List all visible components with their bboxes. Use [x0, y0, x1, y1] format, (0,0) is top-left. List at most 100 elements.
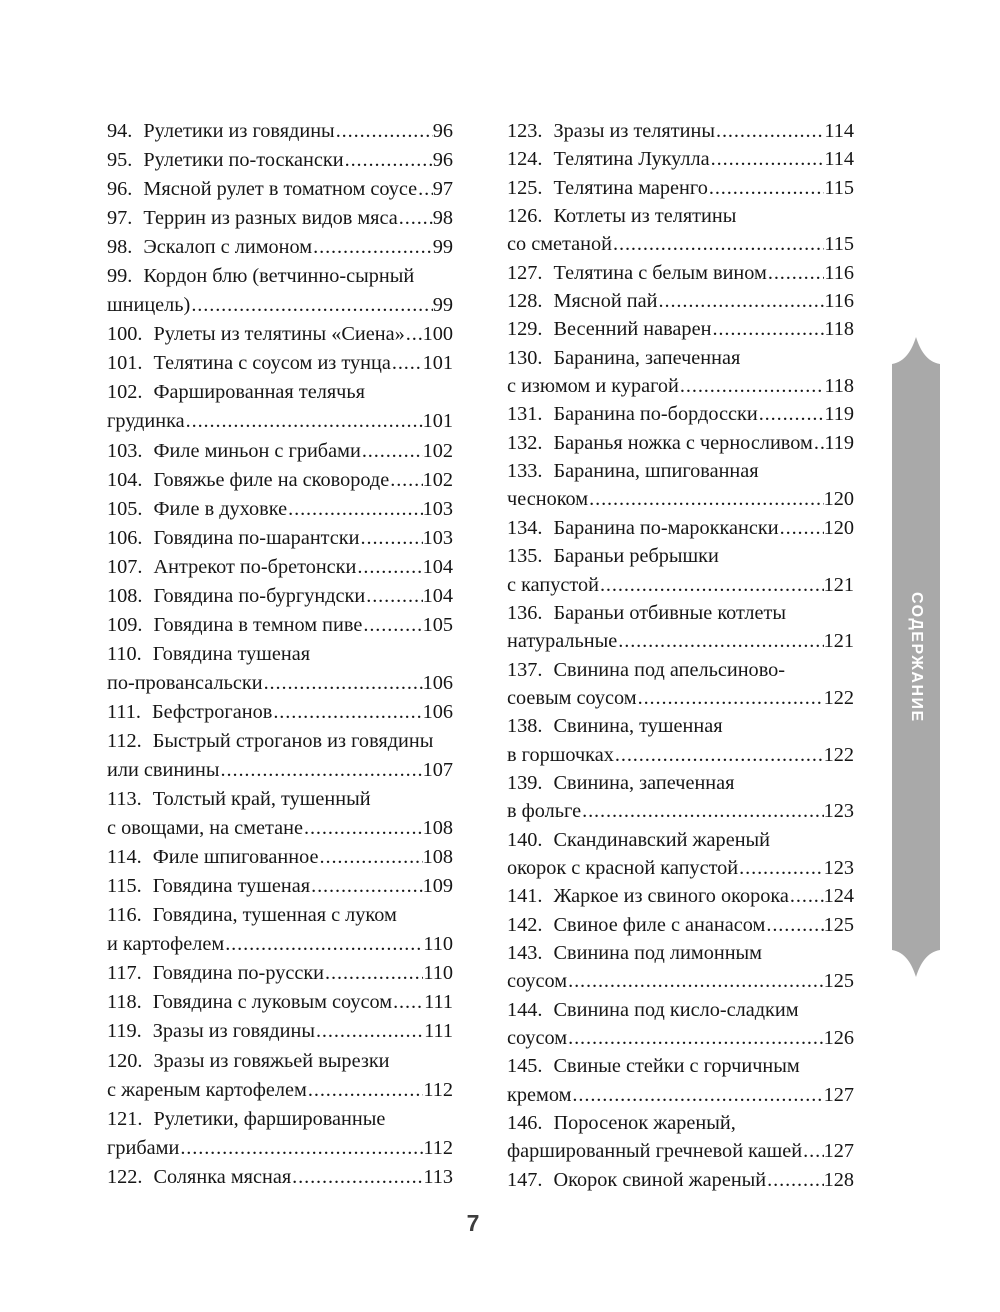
toc-entry: 98. Эскалоп с лимоном 99 [107, 233, 453, 262]
toc-entry: 121. Рулетики, фаршированные грибами 112 [107, 1105, 453, 1163]
toc-entry-line: 103. Филе миньон с грибами 102 [107, 437, 453, 466]
entry-title: Бараньи отбивные котлеты [553, 601, 787, 624]
entry-number: 141. [507, 885, 543, 908]
dot-leader [638, 684, 824, 712]
entry-number: 97. [107, 207, 133, 230]
toc-entry-line: 100. Рулеты из телятины «Сиена» 100 [107, 320, 453, 349]
entry-number: 126. [507, 205, 543, 228]
dot-leader [264, 669, 423, 698]
toc-entry: 112. Быстрый строганов из говядины или сви… [107, 727, 453, 785]
entry-title: Весенний наварен [553, 318, 712, 341]
entry-number: 103. [107, 439, 143, 462]
toc-entry-line: фаршированный гречневой кашей 127 [507, 1137, 854, 1165]
entry-number: 128. [507, 290, 543, 313]
dot-leader [814, 429, 824, 457]
entry-title: Говядина по-русски [152, 962, 325, 985]
toc-entry-line: 120. Зразы из говяжьей вырезки [107, 1047, 453, 1076]
entry-title: Говядина по-шарантски [153, 526, 360, 549]
dot-leader [568, 967, 823, 995]
entry-page-number: 128 [823, 1168, 854, 1191]
toc-entry: 129. Весенний наварен 118 [507, 315, 854, 343]
entry-page-number: 101 [422, 352, 453, 375]
toc-entry-line: 102. Фаршированная телячья [107, 378, 453, 407]
entry-page-number: 119 [824, 431, 854, 454]
contents-tab: СОДЕРЖАНИЕ [892, 337, 940, 977]
dot-leader [399, 204, 433, 233]
entry-page-number: 103 [422, 526, 453, 549]
entry-page-number: 96 [432, 120, 453, 142]
entry-page-number: 127 [823, 1140, 854, 1163]
entry-number: 113. [107, 788, 142, 811]
entry-page-number: 119 [824, 403, 854, 426]
entry-page-number: 102 [422, 468, 453, 491]
entry-title: Филе миньон с грибами [153, 439, 361, 462]
toc-entry-line: с жареным картофелем 112 [107, 1076, 453, 1105]
toc-entry: 103. Филе миньон с грибами 102 [107, 437, 453, 466]
toc-entry-line: соевым соусом 122 [507, 684, 854, 712]
toc-column-right: 123. Зразы из телятины 114 124. Телятина Лук… [507, 117, 854, 1194]
toc-entry: 142. Свиное филе с ананасом 125 [507, 911, 854, 939]
dot-leader [313, 233, 433, 262]
toc-entry-line: 118. Говядина с луковым соусом 111 [107, 988, 453, 1017]
entry-title: в горшочках [507, 743, 614, 766]
toc-entry: 109. Говядина в темном пиве 105 [107, 611, 453, 640]
dot-leader [221, 756, 423, 785]
entry-title: Баранья ножка с черносливом [553, 431, 813, 454]
contents-tab-ribbon-icon [892, 337, 940, 977]
entry-page-number: 114 [824, 120, 854, 142]
toc-entry-line: 113. Толстый край, тушенный [107, 785, 453, 814]
entry-page-number: 120 [823, 516, 854, 539]
toc-entry: 134. Баранина по-мароккански 120 [507, 514, 854, 542]
dot-leader [225, 930, 423, 959]
dot-leader [186, 407, 423, 436]
dot-leader [304, 814, 423, 843]
entry-title: Телятина с соусом из тунца [153, 352, 391, 375]
entry-title: Баранина по-мароккански [553, 516, 779, 539]
dot-leader [739, 854, 823, 882]
dot-leader [768, 259, 824, 287]
toc-entry: 117. Говядина по-русски 110 [107, 959, 453, 988]
toc-entry-line: 111. Бефстроганов 106 [107, 698, 453, 727]
entry-number: 138. [507, 715, 543, 738]
toc-entry-line: 136. Бараньи отбивные котлеты [507, 599, 854, 627]
toc-entry: 105. Филе в духовке 103 [107, 495, 453, 524]
entry-number: 147. [507, 1168, 543, 1191]
toc-entry: 126. Котлеты из телятины со сметаной 115 [507, 202, 854, 259]
contents-ribbon-shape [892, 337, 940, 977]
entry-number: 120. [107, 1049, 143, 1072]
dot-leader [308, 1076, 423, 1105]
entry-page-number: 123 [823, 800, 854, 823]
entry-title: Говядина тушеная [152, 875, 311, 898]
dot-leader [361, 524, 423, 553]
entry-page-number: 121 [823, 630, 854, 653]
toc-entry-line: 117. Говядина по-русски 110 [107, 959, 453, 988]
toc-entry-line: 142. Свиное филе с ананасом 125 [507, 911, 854, 939]
toc-entry: 143. Свинина под лимонным соусом 125 [507, 939, 854, 996]
toc-entry: 125. Телятина маренго 115 [507, 174, 854, 202]
dot-leader [292, 1163, 423, 1192]
entry-title: Фаршированная телячья [153, 381, 365, 404]
entry-title: соусом [507, 970, 568, 993]
entry-number: 104. [107, 468, 143, 491]
toc-entry: 124. Телятина Лукулла 114 [507, 145, 854, 173]
entry-number: 114. [107, 846, 142, 869]
entry-title: с капустой [507, 573, 599, 596]
toc-entry: 94. Рулетики из говядины 96 [107, 117, 453, 146]
dot-leader [393, 988, 424, 1017]
toc-entry-line: 138. Свинина, тушенная [507, 712, 854, 740]
entry-page-number: 97 [432, 178, 453, 201]
toc-entry-line: 110. Говядина тушеная [107, 640, 453, 669]
toc-entry-line: 106. Говядина по-шарантски 103 [107, 524, 453, 553]
entry-title: Филе в духовке [153, 497, 288, 520]
dot-leader [766, 911, 823, 939]
toc-entry: 145. Свиные стейки с горчичным кремом 127 [507, 1052, 854, 1109]
entry-page-number: 120 [823, 488, 854, 511]
dot-leader [712, 315, 824, 343]
entry-number: 142. [507, 913, 543, 936]
entry-page-number: 123 [823, 856, 854, 879]
entry-page-number: 112 [423, 1078, 453, 1101]
dot-leader [363, 611, 422, 640]
entry-number: 111. [107, 700, 141, 723]
entry-page-number: 106 [422, 671, 453, 694]
